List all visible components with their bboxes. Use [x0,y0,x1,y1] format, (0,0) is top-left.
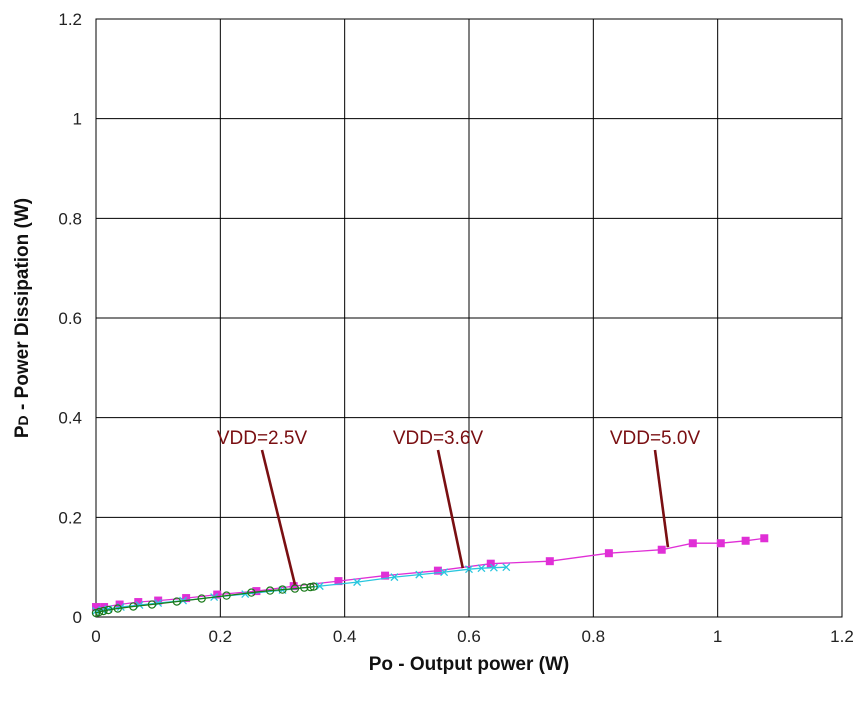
x-tick-label: 0.6 [457,627,481,646]
point-vdd36 [465,565,473,574]
point-vdd25 [129,602,138,611]
point-vdd36 [390,573,399,582]
point-vdd25 [222,591,231,600]
point-vdd50 [604,549,613,558]
point-vdd36 [440,568,449,577]
grid-lines [96,19,842,617]
point-vdd36 [477,564,486,573]
point-vdd50 [334,577,343,586]
point-vdd25 [197,594,206,603]
annotation-pointer [260,449,297,585]
x-tick-label: 0.4 [333,627,357,646]
x-tick-label: 1 [713,627,722,646]
annotation-pointer [653,449,670,548]
point-vdd36 [415,570,424,579]
point-vdd50 [657,545,666,554]
point-vdd25 [306,582,315,592]
point-vdd50 [433,566,442,575]
x-axis-title: Po - Output power (W) [369,654,570,675]
y-tick-label: 0.6 [58,309,82,328]
x-tick-label: 1.2 [830,627,854,646]
point-vdd50 [381,571,390,580]
point-vdd25 [99,606,108,616]
point-vdd50 [716,539,725,548]
point-vdd50 [760,534,769,543]
y-axis-title-rest: - Power Dissipation (W) [12,198,33,415]
annotation-label: VDD=2.5V [217,428,308,449]
annotation-label: VDD=5.0V [610,428,701,449]
point-vdd25 [278,585,287,594]
point-vdd36 [315,582,324,591]
point-vdd36 [502,563,511,572]
y-tick-label: 1.2 [58,10,82,29]
point-vdd25 [265,586,275,595]
x-tick-label: 0 [91,627,100,646]
x-tick-label: 0.8 [582,627,606,646]
point-vdd50 [486,559,495,568]
y-tick-label: 0.8 [58,209,82,228]
point-vdd50 [115,600,124,609]
annotations: VDD=2.5V VDD=3.6V VDD=5.0V [217,428,701,585]
point-vdd25 [113,604,122,613]
point-vdd50 [688,539,697,548]
point-vdd25 [309,582,318,591]
x-tick-label: 0.2 [209,627,233,646]
point-vdd50 [154,596,163,605]
point-vdd25 [104,605,113,615]
tick-labels: 0 0.2 0.4 0.6 0.8 1 1.2 0 0.2 0.4 0.6 0.8 1 1.2 [58,10,853,646]
point-vdd36 [353,578,362,587]
point-vdd25 [94,607,104,617]
point-vdd25 [172,597,182,606]
point-vdd50 [741,536,750,545]
point-vdd36 [489,563,498,572]
point-vdd25 [247,588,256,597]
y-tick-label: 0.2 [58,508,82,527]
annotation-pointer [436,449,465,569]
y-axis-title-main: P [12,425,33,438]
point-vdd50 [92,603,100,612]
y-tick-label: 1 [73,110,82,129]
point-vdd25 [147,600,157,609]
point-vdd50 [252,587,261,596]
y-axis-title-sub: D [15,415,31,425]
y-tick-label: 0 [73,608,82,627]
annotation-label: VDD=3.6V [393,428,484,449]
y-axis-title: PD - Power Dissipation (W) [12,198,33,438]
point-vdd25 [290,584,300,593]
point-vdd50 [289,582,298,591]
y-tick-label: 0.4 [58,409,82,428]
point-vdd50 [134,598,143,607]
point-vdd50 [545,557,554,566]
point-vdd25 [300,583,309,592]
data-series [91,534,769,618]
